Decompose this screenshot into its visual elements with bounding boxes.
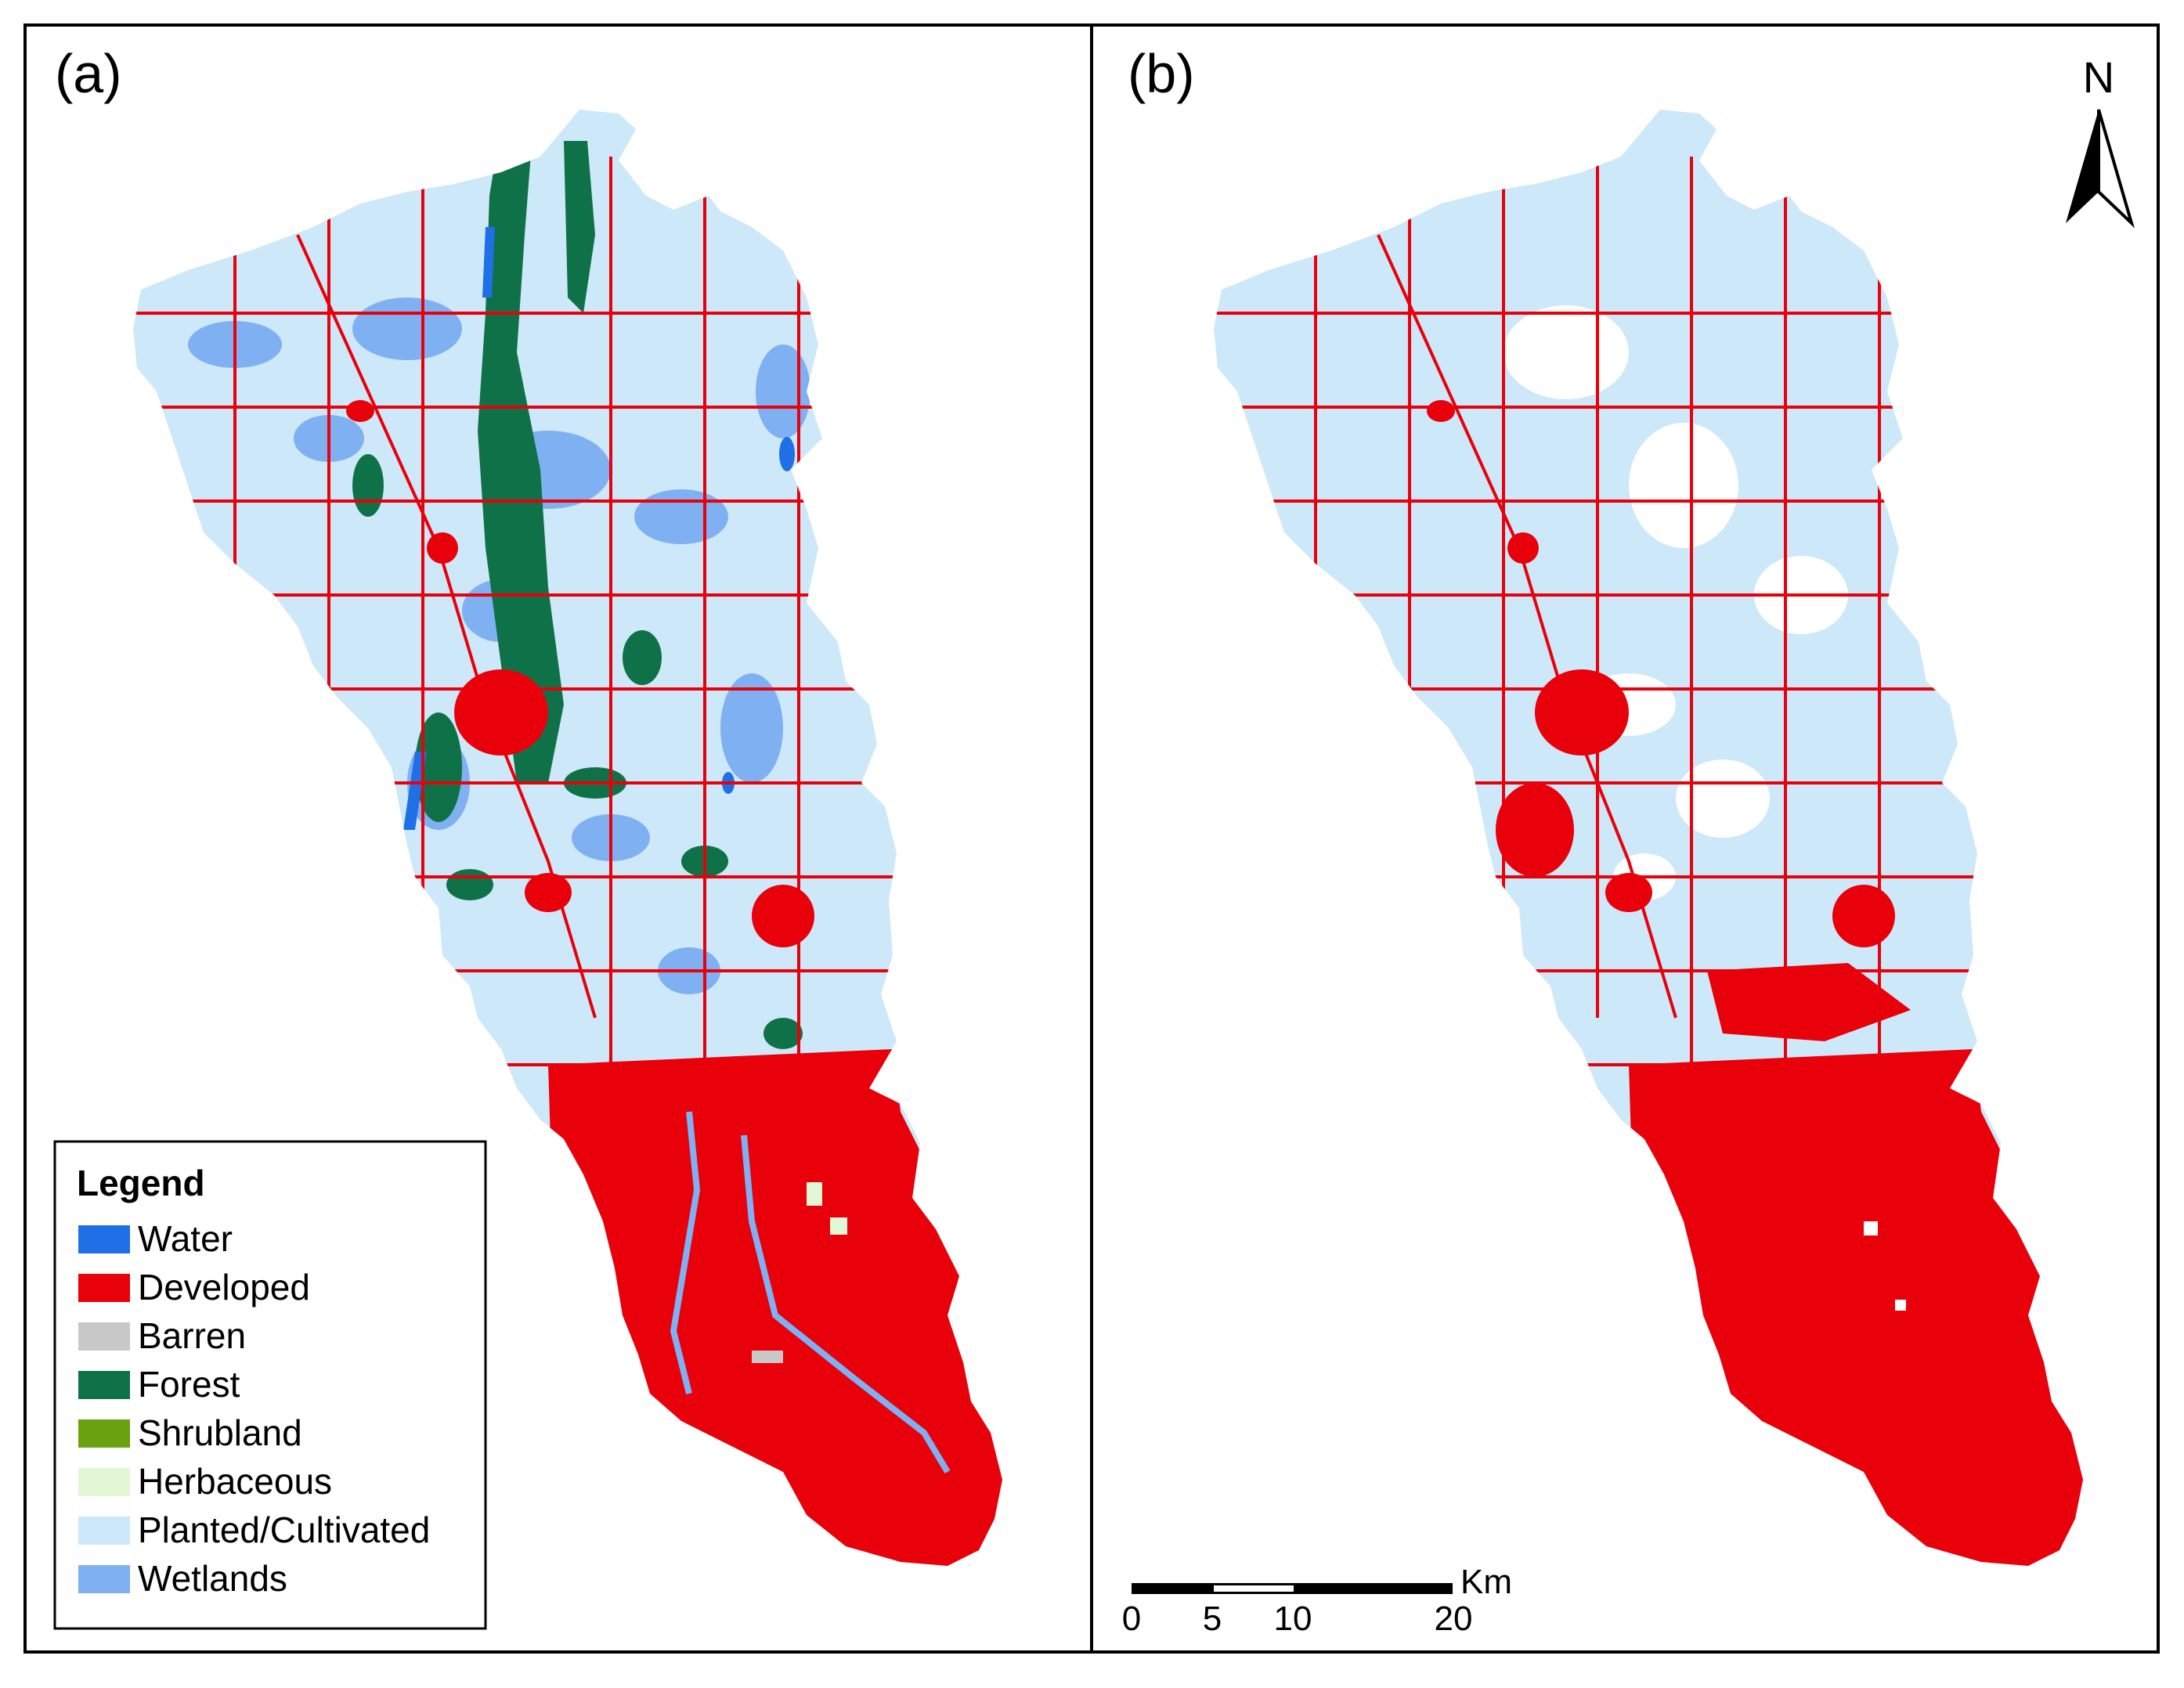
legend-item-label: Planted/Cultivated bbox=[138, 1509, 430, 1550]
white-specks-b bbox=[1864, 1221, 1906, 1311]
legend-item-label: Forest bbox=[138, 1364, 240, 1405]
legend-swatch bbox=[78, 1419, 130, 1448]
legend-item-label: Developed bbox=[138, 1267, 310, 1307]
water-areas-a bbox=[403, 227, 795, 830]
scale-tick-5: 5 bbox=[1203, 1600, 1222, 1638]
scale-tick-10: 10 bbox=[1274, 1600, 1312, 1638]
legend-item-label: Water bbox=[138, 1218, 233, 1259]
legend-swatch bbox=[78, 1322, 130, 1351]
legend-item-label: Herbaceous bbox=[138, 1461, 332, 1502]
river-wetlands-a bbox=[670, 1111, 951, 1474]
map-b bbox=[1214, 110, 2083, 1566]
scale-tick-20: 20 bbox=[1435, 1600, 1473, 1638]
legend-swatch bbox=[78, 1468, 130, 1496]
legend-swatch bbox=[78, 1225, 130, 1253]
legend-swatch bbox=[78, 1371, 130, 1399]
panel-a-label: (a) bbox=[55, 43, 122, 104]
legend-item-label: Wetlands bbox=[138, 1558, 287, 1599]
panel-b-label: (b) bbox=[1128, 43, 1195, 104]
legend-item-label: Barren bbox=[138, 1315, 246, 1356]
legend-item-label: Shrubland bbox=[138, 1412, 302, 1453]
map-a bbox=[133, 110, 1002, 1566]
legend-swatch bbox=[78, 1517, 130, 1545]
herbaceous-areas-a bbox=[807, 1182, 847, 1235]
legend: Legend Water Developed Barren Forest Shrubla… bbox=[53, 1140, 487, 1630]
scale-tick-0: 0 bbox=[1122, 1600, 1141, 1638]
scale-bar: Km 0 5 10 20 bbox=[1122, 1563, 1512, 1638]
barren-areas-a bbox=[752, 1351, 783, 1363]
scale-unit: Km bbox=[1460, 1563, 1512, 1601]
legend-swatch bbox=[78, 1565, 130, 1593]
panel-b-frame bbox=[1090, 23, 2160, 1654]
legend-title: Legend bbox=[77, 1163, 205, 1203]
north-arrow-icon bbox=[2066, 110, 2099, 223]
north-arrow: N bbox=[2066, 52, 2135, 229]
legend-swatch bbox=[78, 1274, 130, 1302]
north-arrow-label: N bbox=[2083, 52, 2114, 102]
